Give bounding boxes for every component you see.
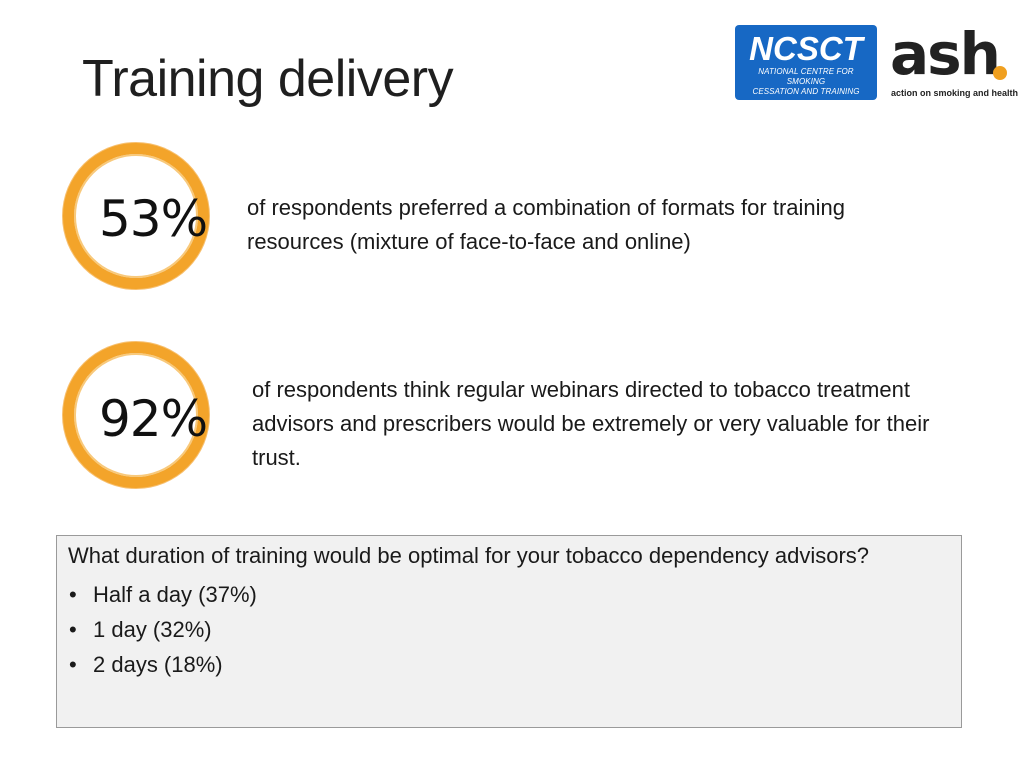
question-text: What duration of training would be optim… <box>68 543 870 568</box>
stat-description-1: of respondents preferred a combination o… <box>247 195 845 254</box>
answer-options-list: • Half a day (37%) • 1 day (32%) • 2 day… <box>68 577 951 682</box>
bullet-icon: • <box>69 617 77 642</box>
stat-ring-2 <box>63 342 209 488</box>
slide-title: Training delivery <box>82 50 454 108</box>
ncsct-logo-subtitle-line1: NATIONAL CENTRE FOR SMOKING <box>758 67 854 86</box>
answer-option: • 2 days (18%) <box>68 647 951 682</box>
bullet-icon: • <box>69 582 77 607</box>
answer-option: • 1 day (32%) <box>68 612 951 647</box>
answer-option-label: 1 day (32%) <box>93 617 212 642</box>
bullet-icon: • <box>69 652 77 677</box>
stat-description-2: of respondents think regular webinars di… <box>252 377 930 470</box>
ncsct-logo-subtitle-line2: CESSATION AND TRAINING <box>752 87 860 96</box>
answer-option: • Half a day (37%) <box>68 577 951 612</box>
ash-logo: ash action on smoking and health <box>890 20 1018 102</box>
stat-value-1: 53% <box>99 190 208 248</box>
stat-ring-1 <box>63 143 209 289</box>
ash-logo-dot <box>993 66 1007 80</box>
answer-option-label: Half a day (37%) <box>93 582 257 607</box>
ncsct-logo: NCSCT NATIONAL CENTRE FOR SMOKING CESSAT… <box>735 25 877 100</box>
question-box: What duration of training would be optim… <box>56 535 962 728</box>
ncsct-logo-mark: NCSCT <box>749 30 863 67</box>
ash-logo-tagline: action on smoking and health <box>891 88 1019 98</box>
ash-logo-mark: ash <box>890 20 1001 88</box>
answer-option-label: 2 days (18%) <box>93 652 223 677</box>
stat-value-2: 92% <box>99 390 208 448</box>
